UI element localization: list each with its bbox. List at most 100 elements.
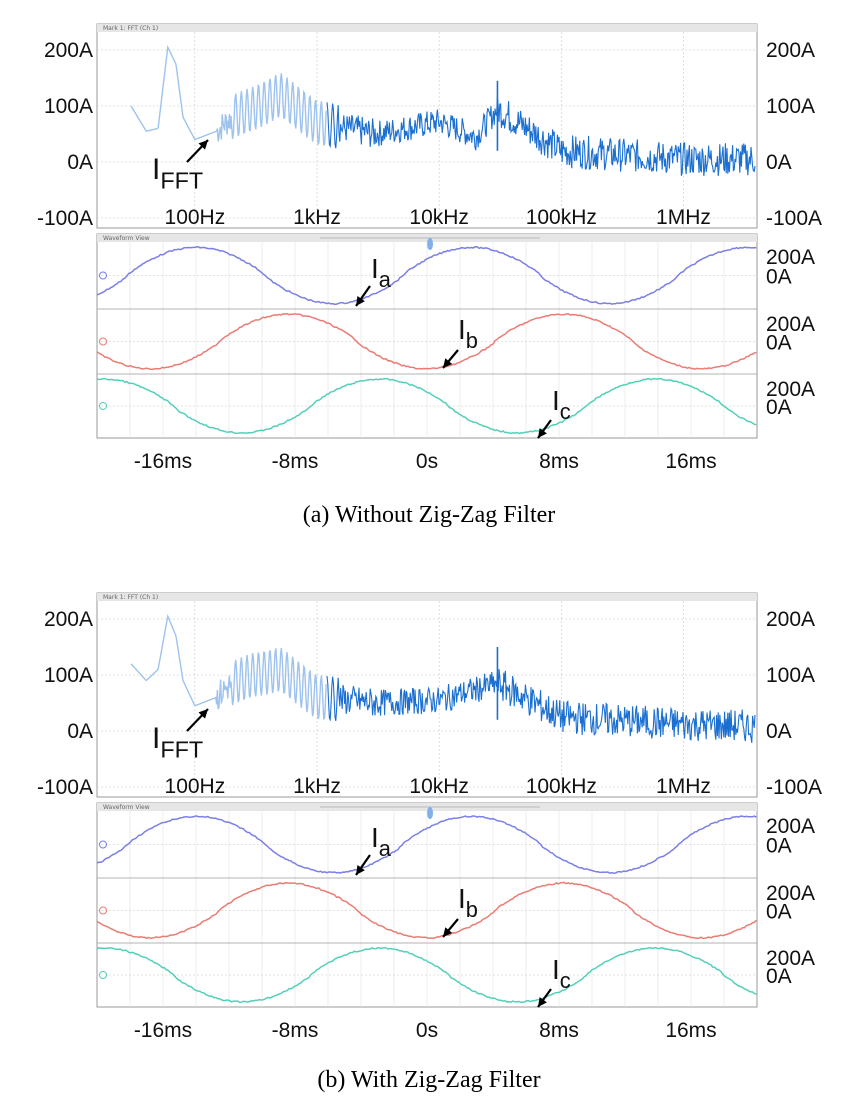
fft-x-tick-label: 10kHz — [409, 775, 469, 798]
fft-y-tick-label-right: 0A — [766, 720, 792, 743]
fft-x-tick-label: 100kHz — [526, 775, 597, 798]
fft-y-tick-label-left: 0A — [67, 151, 93, 174]
phase-a-label: Ia — [371, 253, 392, 292]
fft-x-tick-label: 1kHz — [293, 775, 341, 798]
fft-spectrum-series-high — [326, 96, 756, 176]
fft-spectrum-plot: Mark 1: FFT (Ch 1) 200A 200A 100A 100A 0A 0A -1… — [37, 23, 822, 230]
figure-panel-a: Mark 1: FFT (Ch 1) 200A 200A 100A 100A 0A 0A -1… — [37, 23, 822, 528]
phase-c-series — [96, 946, 757, 1004]
wave-y-tick-label-zero: 0A — [766, 332, 792, 355]
fft-plot-frame — [96, 23, 758, 229]
fft-y-tick-label-right: 200A — [766, 39, 815, 62]
wave-x-tick-label: 16ms — [665, 450, 716, 473]
fft-x-tick-label: 1kHz — [293, 206, 341, 229]
fft-annotation-label: IFFT — [152, 153, 203, 194]
fft-x-tick-label: 1MHz — [656, 206, 711, 229]
wave-y-tick-label-top: 200A — [766, 882, 815, 905]
wave-y-tick-label-zero: 0A — [766, 396, 792, 419]
wave-y-tick-label-top: 200A — [766, 947, 815, 970]
fft-spectrum-plot: Mark 1: FFT (Ch 1) 200A 200A 100A 100A 0A 0A -1… — [37, 592, 822, 799]
wave-x-tick-label: -16ms — [134, 1019, 192, 1042]
wave-x-tick-label: -8ms — [272, 1019, 319, 1042]
wave-x-tick-label: -8ms — [272, 450, 319, 473]
channel-marker — [99, 402, 107, 410]
fft-y-tick-label-right: 200A — [766, 608, 815, 631]
wave-x-tick-label: 16ms — [665, 1019, 716, 1042]
phase-c-arrow — [537, 419, 552, 439]
phase-c-label: Ic — [552, 385, 571, 424]
fft-x-tick-label: 1MHz — [656, 775, 711, 798]
wave-y-tick-label-top: 200A — [766, 378, 815, 401]
fft-x-tick-label: 100kHz — [526, 206, 597, 229]
wave-window-title: Waveform View — [103, 804, 150, 811]
wave-y-tick-label-zero: 0A — [766, 266, 792, 289]
fft-spectrum-series-low — [130, 613, 327, 721]
wave-x-tick-label: 8ms — [539, 450, 579, 473]
wave-y-tick-label-zero: 0A — [766, 965, 792, 988]
channel-marker — [99, 971, 107, 979]
phase-a-arrow — [355, 854, 371, 876]
phase-b-series — [96, 312, 757, 371]
figure-caption: (a) Without Zig-Zag Filter — [303, 502, 556, 528]
fft-y-tick-label-left: 100A — [44, 95, 93, 118]
fft-x-tick-label: 10kHz — [409, 206, 469, 229]
wave-x-tick-label: 8ms — [539, 1019, 579, 1042]
fft-y-tick-label-right: -100A — [766, 776, 822, 799]
wave-cursor-marker — [427, 238, 433, 250]
wave-window-title: Waveform View — [103, 235, 150, 242]
phase-c-series — [96, 377, 757, 435]
fft-y-tick-label-right: 100A — [766, 95, 815, 118]
fft-title-bar — [97, 24, 757, 32]
phase-currents-plot: Waveform View200A0AIa200A0AIb200A0AIc-16… — [96, 233, 815, 473]
wave-y-tick-label-top: 200A — [766, 815, 815, 838]
fft-y-tick-label-left: 200A — [44, 608, 93, 631]
fft-y-tick-label-left: 100A — [44, 664, 93, 687]
channel-marker — [99, 337, 107, 346]
figure-caption: (b) With Zig-Zag Filter — [317, 1067, 540, 1093]
phase-b-label: Ib — [458, 883, 478, 922]
phase-a-arrow — [355, 285, 371, 307]
channel-marker — [99, 840, 107, 849]
fft-y-tick-label-right: -100A — [766, 207, 822, 230]
phase-b-arrow — [442, 349, 459, 369]
phase-a-series — [96, 815, 757, 874]
wave-x-tick-label: 0s — [416, 1019, 438, 1042]
fft-x-tick-label: 100Hz — [165, 775, 226, 798]
wave-x-tick-label: -16ms — [134, 450, 192, 473]
fft-x-tick-label: 100Hz — [165, 206, 226, 229]
fft-y-tick-label-left: 0A — [67, 720, 93, 743]
fft-y-tick-label-right: 0A — [766, 151, 792, 174]
fft-annotation-arrow — [186, 139, 209, 163]
wave-y-tick-label-zero: 0A — [766, 901, 792, 924]
fft-y-tick-label-right: 100A — [766, 664, 815, 687]
phase-b-series — [96, 881, 757, 940]
fft-spectrum-series-low — [130, 44, 327, 147]
wave-y-tick-label-top: 200A — [766, 246, 815, 269]
phase-b-arrow — [442, 918, 459, 938]
phase-currents-plot: Waveform View200A0AIa200A0AIb200A0AIc-16… — [96, 802, 815, 1042]
fft-annotation-arrow — [186, 708, 209, 732]
fft-plot-frame — [96, 592, 758, 798]
phase-a-series — [96, 245, 757, 306]
phase-c-label: Ic — [552, 954, 571, 993]
phase-a-label: Ia — [371, 822, 392, 861]
phase-b-label: Ib — [458, 314, 478, 353]
fft-y-tick-label-left: 200A — [44, 39, 93, 62]
channel-marker — [99, 271, 107, 280]
fft-spectrum-series-high — [326, 668, 756, 743]
fft-y-tick-label-left: -100A — [37, 776, 93, 799]
fft-annotation-label: IFFT — [152, 722, 203, 763]
wave-x-tick-label: 0s — [416, 450, 438, 473]
fft-window-title: Mark 1: FFT (Ch 1) — [103, 25, 158, 32]
fft-title-bar — [97, 593, 757, 601]
fft-window-title: Mark 1: FFT (Ch 1) — [103, 594, 158, 601]
fft-y-tick-label-left: -100A — [37, 207, 93, 230]
wave-y-tick-label-zero: 0A — [766, 835, 792, 858]
wave-cursor-marker — [427, 807, 433, 819]
